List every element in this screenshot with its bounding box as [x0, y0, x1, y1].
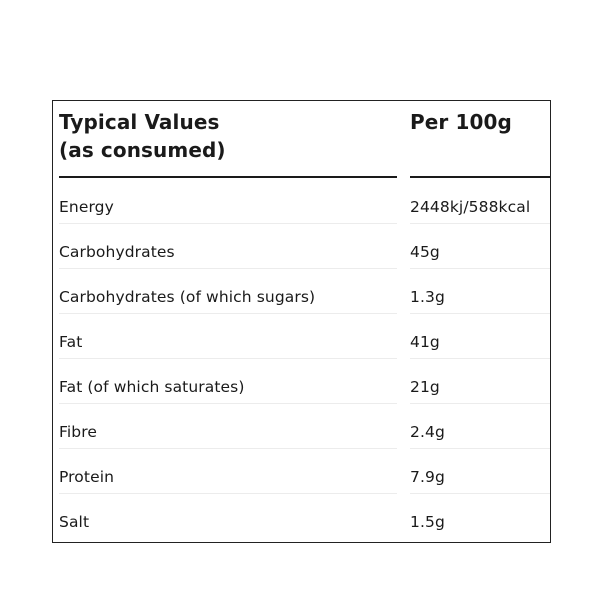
row-divider-left: [59, 313, 397, 314]
header-rule-left: [59, 176, 397, 178]
row-divider-right: [410, 313, 550, 314]
row-divider-left: [59, 493, 397, 494]
nutrient-value: 7.9g: [410, 468, 445, 486]
row-divider-left: [59, 223, 397, 224]
row-divider-right: [410, 493, 550, 494]
nutrient-label: Fat: [59, 333, 83, 351]
nutrient-label: Carbohydrates: [59, 243, 175, 261]
header-per-100g: Per 100g: [410, 110, 512, 134]
nutrient-label: Carbohydrates (of which sugars): [59, 288, 316, 306]
nutrient-value: 1.5g: [410, 513, 445, 531]
nutrient-value: 1.3g: [410, 288, 445, 306]
row-divider-right: [410, 358, 550, 359]
nutrient-value: 45g: [410, 243, 440, 261]
nutrient-value: 2.4g: [410, 423, 445, 441]
row-divider-left: [59, 358, 397, 359]
nutrient-value: 21g: [410, 378, 440, 396]
header-typical-values-line2: (as consumed): [59, 138, 226, 162]
row-divider-left: [59, 448, 397, 449]
nutrient-value: 41g: [410, 333, 440, 351]
row-divider-right: [410, 223, 550, 224]
nutrient-label: Fibre: [59, 423, 98, 441]
nutrient-label: Salt: [59, 513, 90, 531]
nutrition-table: Typical Values (as consumed) Per 100g En…: [52, 100, 551, 543]
header-typical-values: Typical Values (as consumed): [59, 108, 226, 164]
nutrient-label: Fat (of which saturates): [59, 378, 245, 396]
nutrient-label: Protein: [59, 468, 115, 486]
nutrient-value: 2448kj/588kcal: [410, 198, 531, 216]
row-divider-left: [59, 268, 397, 269]
row-divider-right: [410, 403, 550, 404]
header-typical-values-line1: Typical Values: [59, 110, 220, 134]
header-rule-right: [410, 176, 550, 178]
nutrient-label: Energy: [59, 198, 114, 216]
row-divider-left: [59, 403, 397, 404]
row-divider-right: [410, 268, 550, 269]
row-divider-right: [410, 448, 550, 449]
